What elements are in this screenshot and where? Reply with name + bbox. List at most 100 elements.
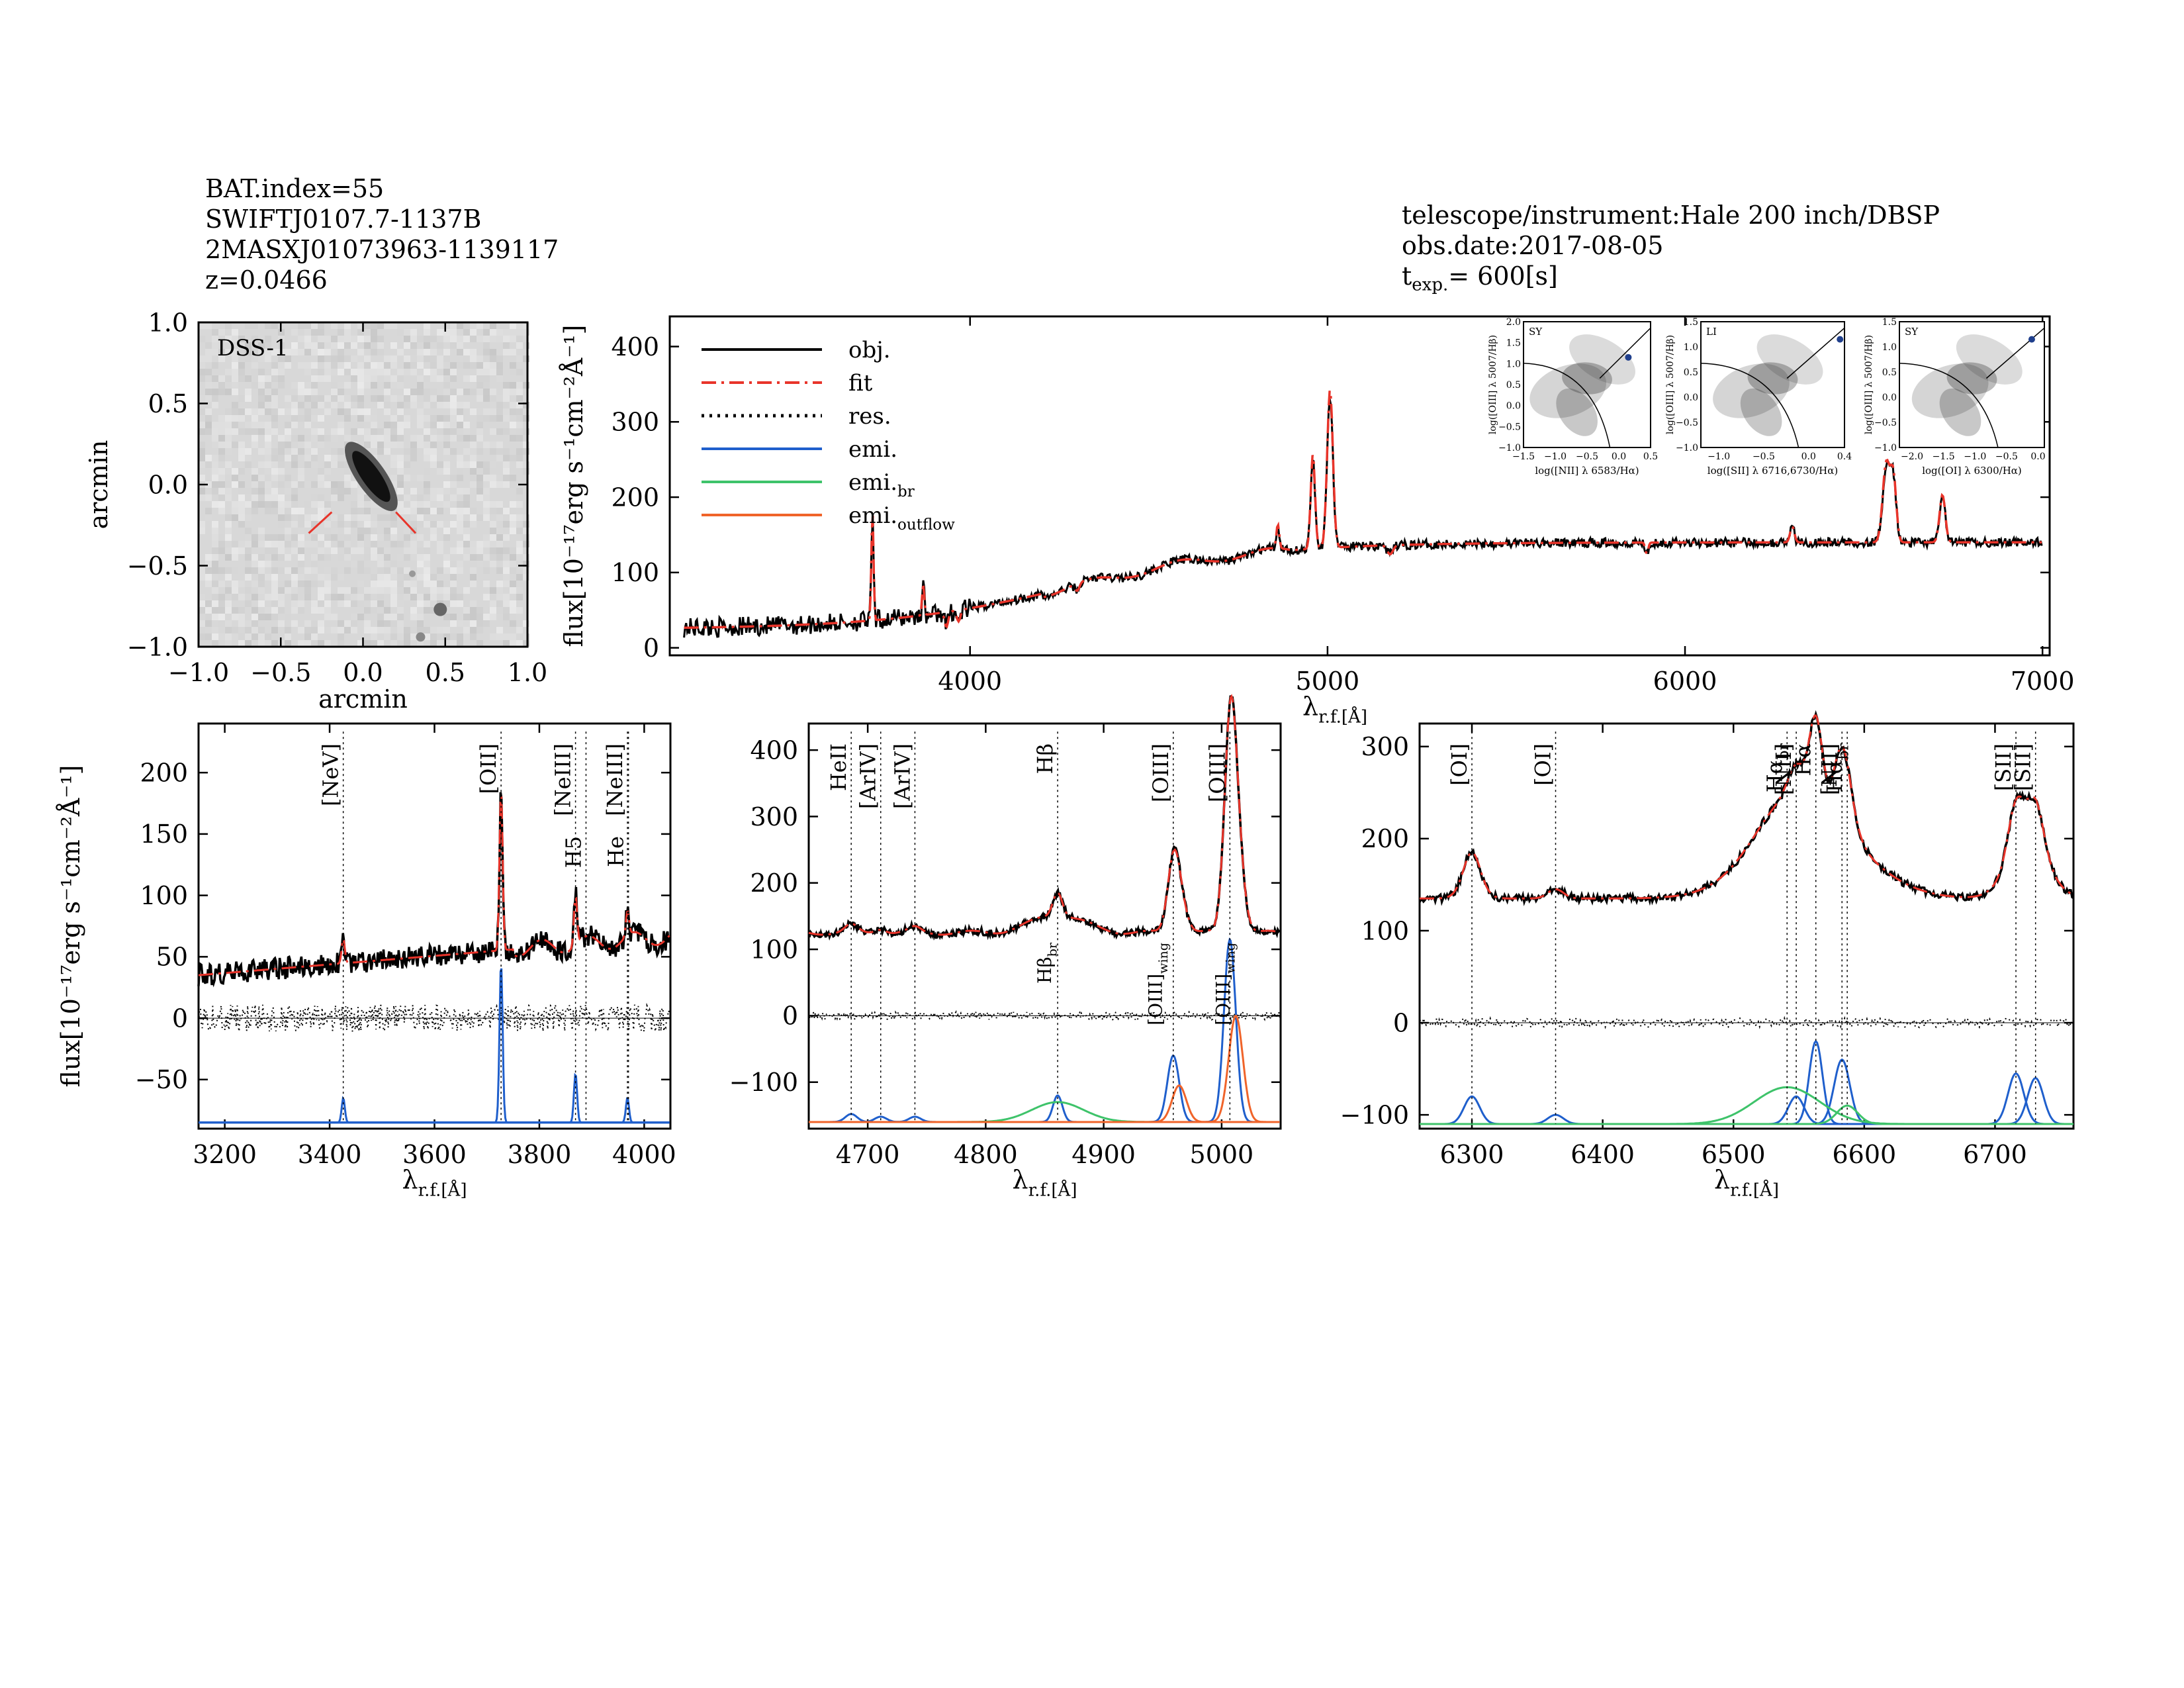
noise-pixel (490, 355, 496, 362)
noise-pixel (443, 369, 450, 375)
noise-pixel (199, 567, 205, 574)
noise-pixel (311, 514, 318, 521)
noise-pixel (477, 382, 483, 389)
noise-pixel (285, 408, 291, 415)
noise-pixel (344, 475, 351, 481)
noise-pixel (271, 415, 278, 422)
noise-pixel (397, 600, 404, 607)
noise-pixel (417, 422, 424, 428)
noise-pixel (311, 455, 318, 461)
noise-pixel (351, 395, 357, 402)
noise-pixel (457, 349, 463, 355)
noise-pixel (199, 633, 205, 640)
noise-pixel (338, 395, 344, 402)
obj-series (808, 695, 1281, 941)
noise-pixel (232, 369, 238, 375)
noise-pixel (503, 594, 510, 600)
noise-pixel (490, 475, 496, 481)
noise-pixel (410, 322, 417, 329)
noise-pixel (404, 587, 410, 594)
noise-pixel (331, 461, 338, 468)
noise-pixel (225, 607, 232, 614)
noise-pixel (390, 614, 397, 620)
noise-pixel (443, 600, 450, 607)
noise-pixel (357, 389, 364, 395)
noise-pixel (443, 567, 450, 574)
noise-pixel (443, 554, 450, 561)
noise-pixel (424, 554, 430, 561)
noise-pixel (311, 534, 318, 541)
noise-pixel (496, 514, 503, 521)
noise-pixel (477, 415, 483, 422)
noise-pixel (510, 402, 516, 408)
noise-pixel (245, 554, 251, 561)
noise-pixel (457, 541, 463, 547)
x-tick-label: 0.5 (426, 658, 465, 687)
noise-pixel (331, 488, 338, 494)
noise-pixel (331, 501, 338, 508)
noise-pixel (278, 587, 285, 594)
noise-pixel (271, 627, 278, 633)
noise-pixel (271, 640, 278, 647)
noise-pixel (245, 640, 251, 647)
emi-series (1420, 1095, 2073, 1125)
noise-pixel (523, 329, 529, 336)
noise-pixel (304, 415, 311, 422)
noise-pixel (265, 594, 271, 600)
noise-pixel (351, 594, 357, 600)
noise-pixel (437, 633, 443, 640)
inset-x-tick-label: −1.5 (1512, 451, 1535, 462)
noise-pixel (397, 349, 404, 355)
noise-pixel (516, 640, 523, 647)
noise-pixel (285, 554, 291, 561)
noise-pixel (344, 395, 351, 402)
noise-pixel (238, 627, 245, 633)
noise-pixel (205, 561, 212, 567)
noise-pixel (199, 442, 205, 448)
noise-pixel (199, 395, 205, 402)
noise-pixel (516, 322, 523, 329)
noise-pixel (404, 534, 410, 541)
noise-pixel (331, 402, 338, 408)
noise-pixel (304, 329, 311, 336)
header-right: telescope/instrument:Hale 200 inch/DBSP … (1402, 200, 1940, 295)
obs-date: obs.date:2017-08-05 (1402, 231, 1664, 260)
noise-pixel (304, 322, 311, 329)
noise-pixel (258, 481, 265, 488)
inset-class-label: SY (1529, 326, 1543, 338)
noise-pixel (357, 528, 364, 534)
noise-pixel (477, 541, 483, 547)
noise-pixel (304, 514, 311, 521)
noise-pixel (304, 455, 311, 461)
noise-pixel (318, 442, 324, 448)
noise-pixel (390, 342, 397, 349)
noise-pixel (424, 435, 430, 442)
noise-pixel (417, 607, 424, 614)
noise-pixel (291, 547, 298, 554)
noise-pixel (232, 382, 238, 389)
noise-pixel (324, 349, 331, 355)
noise-pixel (463, 389, 470, 395)
noise-pixel (225, 488, 232, 494)
noise-pixel (251, 481, 258, 488)
noise-pixel (278, 468, 285, 475)
noise-pixel (245, 382, 251, 389)
noise-pixel (450, 395, 457, 402)
noise-pixel (278, 547, 285, 554)
noise-pixel (271, 581, 278, 587)
noise-pixel (238, 342, 245, 349)
noise-pixel (318, 594, 324, 600)
noise-pixel (199, 448, 205, 455)
noise-pixel (390, 633, 397, 640)
noise-pixel (298, 640, 304, 647)
noise-pixel (483, 481, 490, 488)
noise-pixel (490, 329, 496, 336)
noise-pixel (463, 329, 470, 336)
noise-pixel (311, 528, 318, 534)
noise-pixel (205, 633, 212, 640)
noise-pixel (232, 355, 238, 362)
noise-pixel (457, 528, 463, 534)
noise-pixel (463, 633, 470, 640)
noise-pixel (477, 435, 483, 442)
noise-pixel (390, 395, 397, 402)
